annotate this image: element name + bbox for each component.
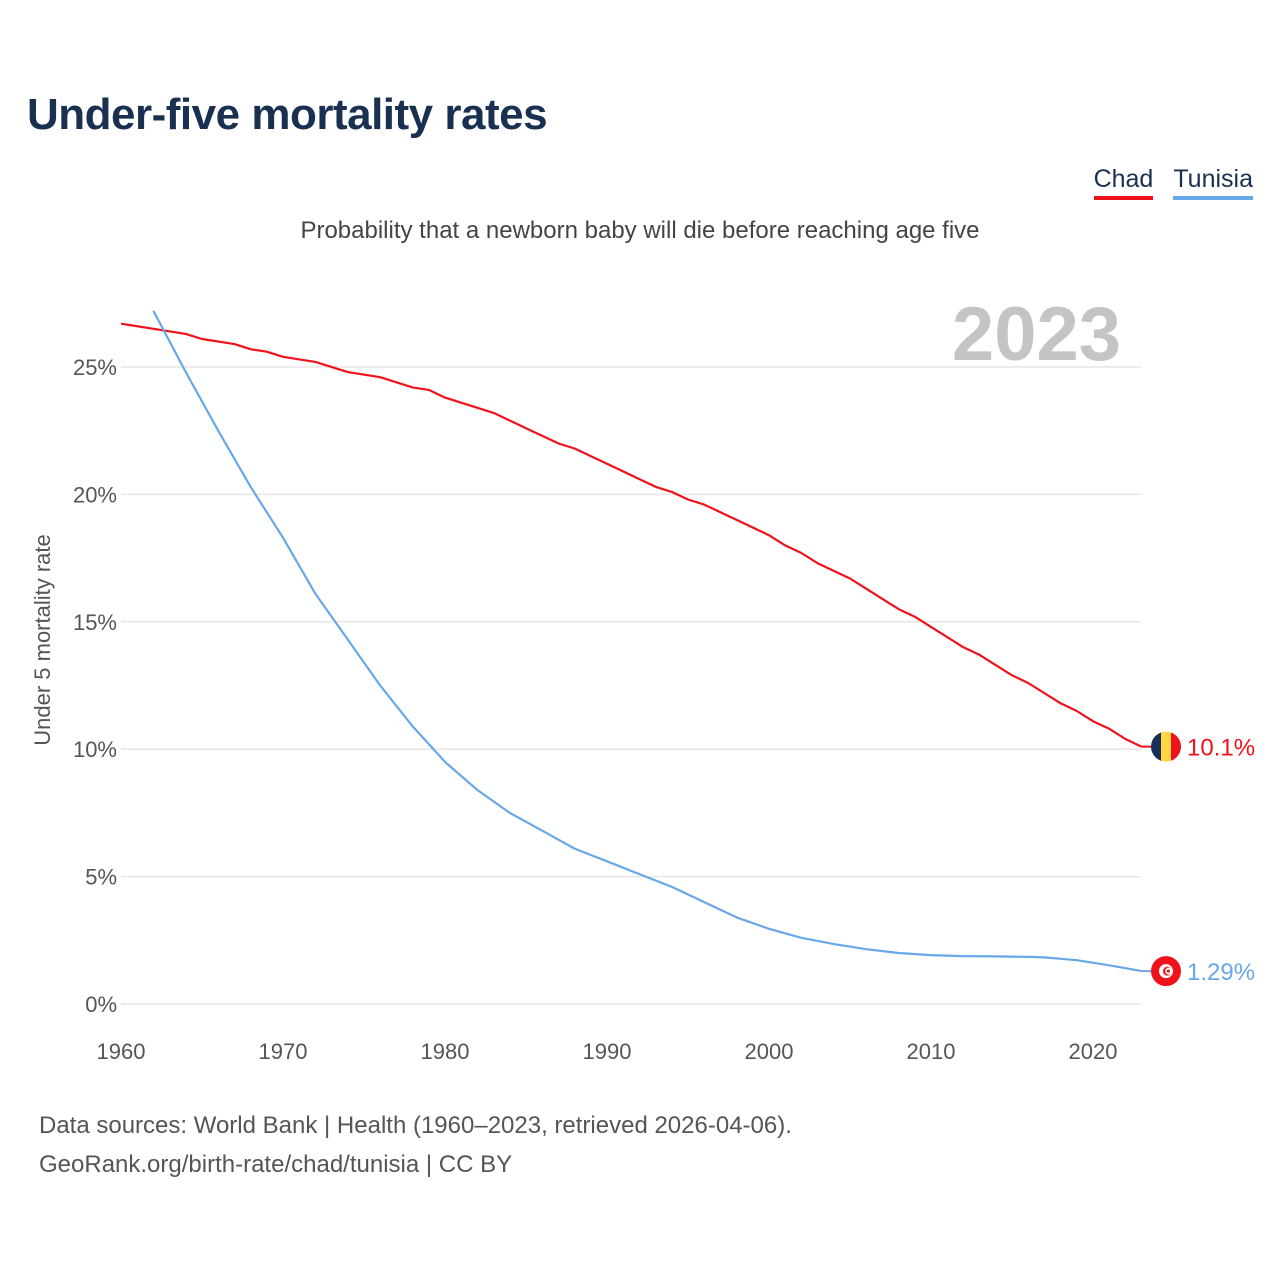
attribution-text: GeoRank.org/birth-rate/chad/tunisia | CC… — [39, 1151, 513, 1178]
series-line-chad — [120, 322, 1143, 748]
y-axis-label: Under 5 mortality rate — [30, 534, 55, 746]
x-tick-label: 1970 — [259, 1039, 308, 1064]
x-tick-label: 2020 — [1069, 1039, 1118, 1064]
y-tick-label: 25% — [73, 355, 117, 380]
y-tick-label: 0% — [85, 992, 117, 1017]
tunisia-flag-icon — [1166, 969, 1170, 973]
end-value-label: 10.1% — [1187, 735, 1255, 762]
chart-title: Under-five mortality rates — [27, 90, 548, 139]
series-line-tunisia — [152, 310, 1142, 973]
legend-item-chad[interactable]: Chad — [1093, 165, 1154, 200]
x-tick-label: 2000 — [745, 1039, 794, 1064]
x-tick-label: 1980 — [421, 1039, 470, 1064]
y-tick-label: 20% — [73, 482, 117, 507]
footer: Data sources: World Bank | Health (1960–… — [39, 1106, 792, 1184]
chart-subtitle: Probability that a newborn baby will die… — [300, 217, 980, 244]
chart-plot: 2023 0% 5% 10% 15% 20% 25% 1960 1970 1980 1990 2000… — [30, 292, 1255, 1064]
x-tick-label: 1960 — [97, 1039, 146, 1064]
end-value-label: 1.29% — [1187, 959, 1255, 986]
chad-flag-icon — [1161, 731, 1171, 762]
chad-flag-icon — [1171, 731, 1181, 762]
year-label: 2023 — [952, 292, 1121, 377]
x-tick-label: 2010 — [907, 1039, 956, 1064]
legend-item-tunisia[interactable]: Tunisia — [1173, 165, 1253, 200]
y-tick-label: 10% — [73, 737, 117, 762]
legend: Chad Tunisia — [1093, 165, 1253, 200]
x-tick-label: 1990 — [583, 1039, 632, 1064]
y-tick-label: 5% — [85, 865, 117, 890]
y-tick-label: 15% — [73, 610, 117, 635]
data-source-text: Data sources: World Bank | Health (1960–… — [39, 1112, 792, 1139]
chad-flag-icon — [1151, 731, 1161, 762]
